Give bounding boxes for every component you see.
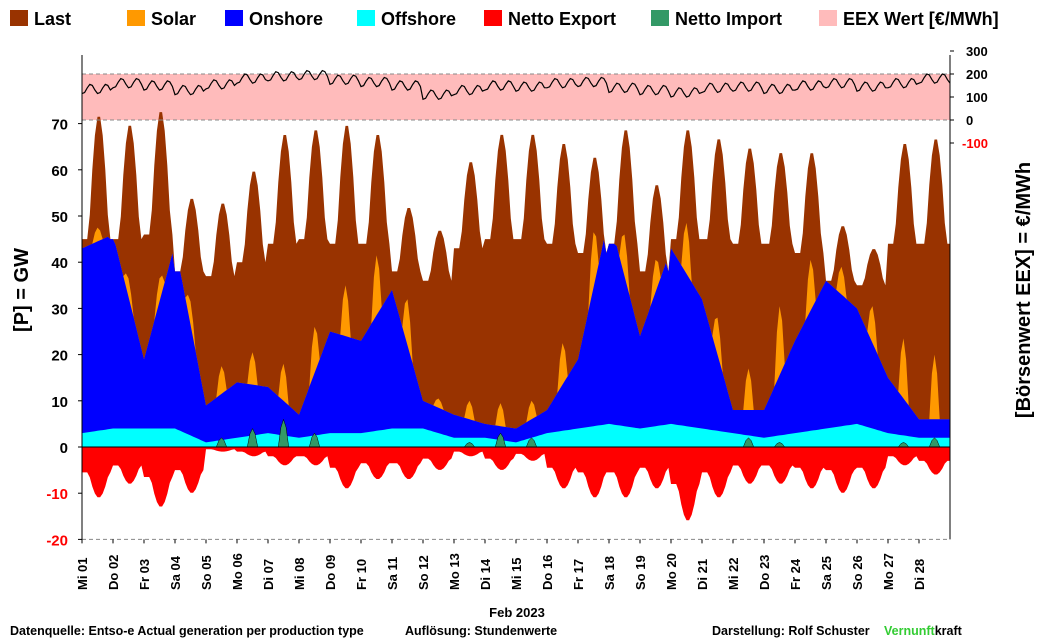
y-left-tick: 0 (60, 440, 68, 457)
y-right-tick: 0 (966, 113, 973, 128)
y-left-tick: 40 (51, 255, 68, 272)
x-tick-label: Do 02 (106, 555, 121, 590)
x-tick-label: Sa 25 (819, 556, 834, 590)
series-offshore (82, 423, 950, 447)
brand-black: kraft (934, 624, 962, 638)
y-left-tick: 30 (51, 301, 68, 318)
legend-swatch (651, 10, 669, 26)
legend-label: Onshore (249, 9, 323, 29)
x-tick-label: Mo 20 (664, 553, 679, 590)
x-tick-label: Mo 06 (230, 553, 245, 590)
x-tick-label: Do 23 (757, 555, 772, 590)
y-left-tick: 70 (51, 117, 68, 134)
x-tick-label: Mi 01 (75, 557, 90, 590)
x-tick-label: So 26 (850, 555, 865, 590)
y-left-tick: 20 (51, 348, 68, 365)
x-tick-label: So 05 (199, 555, 214, 590)
legend-swatch (819, 10, 837, 26)
x-tick-label: Mi 22 (726, 557, 741, 590)
x-tick-label: Mi 15 (509, 557, 524, 590)
x-tick-label: So 12 (416, 555, 431, 590)
x-tick-label: Di 07 (261, 559, 276, 590)
y-left-tick: -10 (46, 486, 68, 503)
footer-author: Darstellung: Rolf Schuster (712, 624, 870, 638)
price-line (81, 69, 951, 101)
y-left-tick: -20 (46, 532, 68, 549)
x-tick-label: Mo 27 (881, 553, 896, 590)
series-last (82, 112, 950, 447)
x-tick-label: Fr 17 (571, 559, 586, 590)
y-right-tick: -100 (962, 136, 988, 151)
x-tick-label: Sa 11 (385, 557, 400, 590)
x-tick-label: Fr 03 (137, 559, 152, 590)
power-areas (82, 112, 950, 521)
y-left-tick: 10 (51, 394, 68, 411)
x-tick-label: Sa 18 (602, 556, 617, 590)
legend-swatch (127, 10, 145, 26)
legend-label: Netto Export (508, 9, 616, 29)
legend-swatch (10, 10, 28, 26)
y-axis-left-ticks: -20 -10 0 10 20 30 40 50 60 70 (46, 117, 82, 549)
x-tick-label: Do 16 (540, 555, 555, 590)
y-right-tick: 100 (966, 90, 988, 105)
y-right-tick: 300 (966, 44, 988, 59)
y-axis-right-ticks: 300 200 100 0 -100 (950, 44, 988, 151)
footer-brand: Vernunftkraft (884, 624, 962, 638)
x-tick-label: So 19 (633, 555, 648, 590)
axes (81, 55, 951, 540)
x-axis-ticks: Mi 01 Do 02 Fr 03 Sa 04 So 05 Mo 06 Di 07 Mi 08… (75, 539, 927, 590)
y-axis-left-label: [P] = GW (11, 248, 33, 332)
legend-label: Solar (151, 9, 196, 29)
plot-area (81, 69, 951, 540)
y-axis-right-label: [Börsenwert EEX] = €/MWh (1013, 162, 1035, 418)
footer-source: Datenquelle: Entso-e Actual generation p… (10, 624, 364, 638)
legend-label: Netto Import (675, 9, 782, 29)
x-tick-label: Sa 04 (168, 555, 183, 590)
legend-label: Last (34, 9, 71, 29)
brand-green: Vernunft (884, 624, 935, 638)
legend-swatch (225, 10, 243, 26)
series-netto-export (82, 447, 950, 521)
x-tick-label: Mi 08 (292, 557, 307, 590)
legend-label: EEX Wert [€/MWh] (843, 9, 999, 29)
y-left-tick: 50 (51, 209, 68, 226)
legend-swatch (357, 10, 375, 26)
eex-price-line (81, 69, 951, 101)
footer-resolution: Auflösung: Stundenwerte (405, 624, 558, 638)
x-tick-label: Do 09 (323, 555, 338, 590)
legend: Last Solar Onshore Offshore Netto Export Nett… (10, 9, 999, 29)
x-tick-label: Di 28 (912, 559, 927, 590)
x-tick-label: Fr 10 (354, 559, 369, 590)
x-axis-label: Feb 2023 (489, 605, 545, 620)
y-left-tick: 60 (51, 163, 68, 180)
legend-swatch (484, 10, 502, 26)
x-tick-label: Di 21 (695, 559, 710, 590)
x-tick-label: Fr 24 (788, 558, 803, 590)
x-tick-label: Di 14 (478, 558, 493, 590)
x-tick-label: Mo 13 (447, 553, 462, 590)
legend-label: Offshore (381, 9, 456, 29)
y-right-tick: 200 (966, 67, 988, 82)
